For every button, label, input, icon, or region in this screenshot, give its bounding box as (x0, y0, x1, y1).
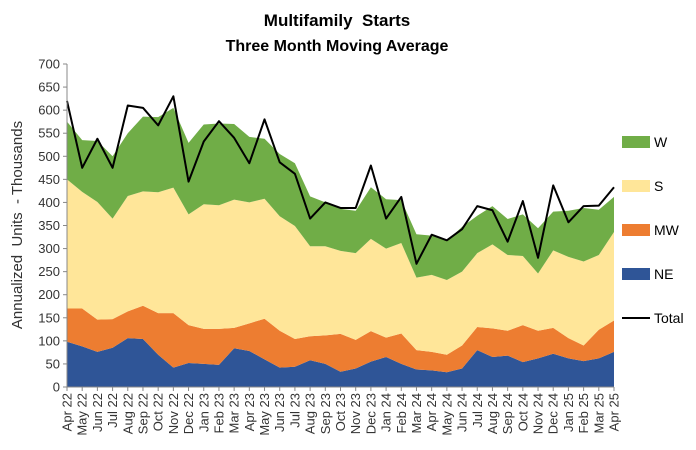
x-tick-label: Mar 23 (227, 393, 242, 433)
y-tick-label: 550 (38, 126, 60, 141)
x-tick-label: Sep 24 (500, 393, 515, 434)
legend-swatch (622, 136, 650, 148)
y-tick-label: 500 (38, 149, 60, 164)
y-tick-label: 150 (38, 310, 60, 325)
x-tick-label: Feb 25 (576, 393, 591, 433)
x-tick-label: Apr 24 (424, 393, 439, 431)
legend: W S MW NE Total (622, 134, 684, 326)
x-tick-label: Mar 24 (409, 393, 424, 433)
x-tick-label: Aug 22 (120, 393, 135, 434)
x-axis: Apr 22 May 22 Jun 22 Jul 22 Aug 22 Sep 22 Oct … (60, 386, 622, 436)
x-tick-label: Jul 23 (287, 393, 302, 428)
x-tick-label: Jun 22 (90, 393, 105, 432)
y-tick-label: 650 (38, 80, 60, 95)
y-tick-label: 700 (38, 57, 60, 72)
x-tick-label: Sep 23 (318, 393, 333, 434)
legend-label: W (654, 134, 668, 150)
y-tick-label: 250 (38, 264, 60, 279)
x-tick-label: Sep 22 (135, 393, 150, 434)
y-tick-label: 200 (38, 287, 60, 302)
x-tick-label: Feb 23 (211, 393, 226, 433)
x-tick-label: Oct 23 (333, 393, 348, 431)
legend-item-mw: MW (622, 222, 680, 238)
line-total (66, 95, 615, 265)
x-tick-label: Jun 23 (272, 393, 287, 432)
legend-label: S (654, 178, 663, 194)
legend-item-w: W (622, 134, 668, 150)
legend-swatch (622, 268, 650, 280)
y-tick-label: 100 (38, 333, 60, 348)
legend-label: MW (654, 222, 680, 238)
y-axis: 0 50 100 150 200 250 300 350 400 450 500 550 600 650 7… (38, 57, 68, 395)
area-mw (67, 305, 614, 373)
x-tick-label: Jun 24 (455, 393, 470, 432)
x-tick-label: Nov 23 (348, 393, 363, 434)
area-s (67, 179, 614, 355)
legend-swatch (622, 180, 650, 192)
y-tick-label: 400 (38, 195, 60, 210)
x-tick-label: Dec 22 (181, 393, 196, 434)
legend-item-ne: NE (622, 266, 673, 282)
x-tick-label: Feb 24 (394, 393, 409, 433)
y-tick-label: 50 (46, 356, 60, 371)
x-tick-label: Dec 23 (363, 393, 378, 434)
x-tick-label: Jan 25 (561, 393, 576, 432)
plot-area (66, 95, 615, 387)
x-tick-label: Jan 23 (196, 393, 211, 432)
area-w (67, 107, 614, 280)
area-ne (67, 338, 614, 387)
x-tick-label: Oct 22 (151, 393, 166, 431)
x-tick-label: Oct 24 (515, 393, 530, 431)
x-tick-label: Jul 24 (470, 393, 485, 428)
y-tick-label: 0 (53, 380, 60, 395)
legend-label: NE (654, 266, 673, 282)
x-tick-label: Mar 25 (591, 393, 606, 433)
chart-subtitle: Three Month Moving Average (226, 38, 449, 55)
legend-label: Total (654, 310, 684, 326)
y-tick-label: 450 (38, 172, 60, 187)
legend-item-s: S (622, 178, 663, 194)
x-tick-label: Nov 22 (166, 393, 181, 434)
x-tick-label: Jan 24 (379, 393, 394, 432)
x-tick-label: May 23 (257, 393, 272, 436)
y-axis-label: Annualized Units - Thousands (9, 121, 26, 329)
legend-item-total: Total (622, 310, 684, 326)
x-tick-label: May 24 (439, 393, 454, 436)
legend-swatch (622, 224, 650, 236)
x-tick-label: Aug 24 (485, 393, 500, 434)
x-tick-label: Aug 23 (303, 393, 318, 434)
x-tick-label: Nov 24 (531, 393, 546, 434)
x-tick-label: May 22 (75, 393, 90, 436)
x-tick-label: Jul 22 (105, 393, 120, 428)
x-tick-label: Apr 25 (607, 393, 622, 431)
y-tick-label: 350 (38, 218, 60, 233)
x-tick-label: Apr 23 (242, 393, 257, 431)
chart-title: Multifamily Starts (264, 11, 410, 30)
x-tick-label: Dec 24 (546, 393, 561, 434)
x-tick-label: Apr 22 (60, 393, 75, 431)
y-tick-label: 300 (38, 241, 60, 256)
y-tick-label: 600 (38, 103, 60, 118)
